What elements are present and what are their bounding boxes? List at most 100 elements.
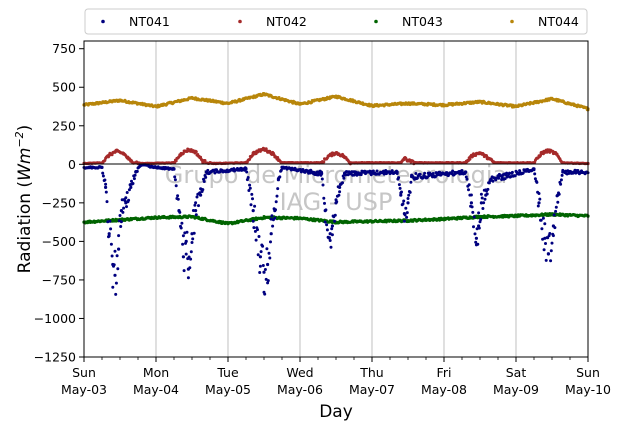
plot-area: Grupo de Micrometeorologia IAG - USP: [82, 40, 590, 358]
point-nt041: [191, 237, 195, 241]
point-nt041: [202, 177, 205, 181]
point-nt041: [560, 173, 564, 177]
point-nt041: [397, 176, 401, 180]
point-nt041: [176, 197, 180, 201]
point-nt041: [274, 200, 278, 204]
point-nt041: [114, 292, 118, 296]
point-nt044: [298, 102, 302, 106]
point-nt041: [261, 264, 265, 267]
point-nt041: [261, 244, 265, 248]
point-nt041: [328, 232, 332, 236]
point-nt042: [201, 159, 205, 163]
point-nt041: [266, 262, 270, 267]
x-tick-label-day: Sat: [506, 365, 527, 380]
point-nt041: [359, 173, 363, 177]
point-nt042: [186, 148, 190, 152]
point-nt041: [199, 193, 203, 197]
point-nt041: [190, 241, 194, 244]
x-tick-label-day: Wed: [286, 365, 313, 380]
point-nt041: [173, 175, 177, 179]
point-nt041: [460, 169, 464, 172]
point-nt041: [472, 225, 475, 229]
point-nt041: [269, 240, 272, 244]
point-nt041: [423, 171, 427, 175]
legend-item-nt041: NT041: [101, 14, 170, 29]
point-nt041: [465, 177, 469, 181]
point-nt041: [503, 177, 507, 181]
x-tick-label-date: May-05: [205, 382, 251, 397]
point-nt041: [322, 196, 326, 200]
legend-item-nt043: NT043: [374, 14, 443, 29]
point-nt041: [407, 193, 411, 197]
point-nt041: [472, 215, 476, 219]
point-nt041: [451, 169, 455, 173]
point-nt041: [256, 253, 260, 257]
x-tick-label-day: Mon: [143, 365, 169, 380]
legend-marker: [510, 19, 514, 24]
point-nt041: [278, 175, 282, 179]
point-nt041: [103, 178, 107, 182]
point-nt041: [256, 228, 259, 232]
point-nt043: [514, 214, 518, 218]
point-nt041: [248, 183, 252, 187]
point-nt041: [474, 236, 478, 240]
y-axis-title-unit: Wm: [15, 148, 35, 181]
point-nt041: [194, 213, 198, 217]
point-nt041: [532, 167, 536, 171]
point-nt041: [124, 201, 128, 205]
point-nt041: [172, 167, 176, 171]
point-nt041: [535, 180, 539, 184]
point-nt041: [341, 181, 344, 185]
point-nt041: [470, 205, 474, 209]
point-nt041: [405, 215, 409, 219]
point-nt041: [500, 175, 504, 179]
point-nt041: [117, 234, 121, 238]
point-nt041: [134, 170, 138, 174]
point-nt041: [320, 177, 324, 181]
point-nt041: [251, 209, 255, 213]
point-nt044: [118, 98, 122, 102]
point-nt042: [406, 158, 410, 163]
point-nt042: [194, 150, 198, 154]
y-axis-title-unit-exponent: −2: [13, 131, 26, 147]
point-nt041: [204, 170, 208, 174]
point-nt041: [110, 254, 114, 258]
point-nt041: [480, 196, 484, 200]
point-nt041: [544, 258, 548, 262]
legend-marker: [238, 19, 242, 24]
point-nt041: [204, 175, 208, 179]
point-nt041: [280, 165, 284, 169]
point-nt042: [271, 151, 275, 156]
point-nt041: [328, 236, 331, 240]
point-nt043: [226, 222, 230, 226]
point-nt041: [115, 254, 119, 258]
point-nt041: [119, 220, 123, 224]
x-tick-label-date: May-07: [349, 382, 395, 397]
point-nt041: [262, 270, 266, 274]
point-nt041: [275, 194, 279, 198]
point-nt041: [269, 232, 273, 236]
point-nt042: [539, 151, 543, 156]
point-nt041: [479, 218, 483, 221]
point-nt041: [539, 218, 543, 222]
point-nt041: [113, 249, 117, 253]
point-nt041: [329, 245, 333, 249]
point-nt041: [345, 170, 349, 174]
x-tick-label-date: May-03: [61, 382, 107, 397]
point-nt041: [552, 213, 556, 217]
point-nt041: [549, 259, 553, 263]
point-nt041: [464, 175, 468, 179]
point-nt041: [276, 187, 280, 191]
point-nt041: [176, 194, 180, 198]
point-nt041: [258, 264, 262, 268]
point-nt041: [330, 227, 334, 231]
point-nt041: [518, 169, 522, 173]
point-nt041: [116, 267, 120, 271]
point-nt042: [334, 151, 338, 155]
x-axis-title: Day: [319, 402, 353, 422]
point-nt041: [467, 188, 470, 192]
point-nt043: [298, 216, 302, 220]
point-nt041: [551, 224, 556, 228]
point-nt041: [544, 242, 547, 245]
point-nt041: [195, 195, 199, 199]
